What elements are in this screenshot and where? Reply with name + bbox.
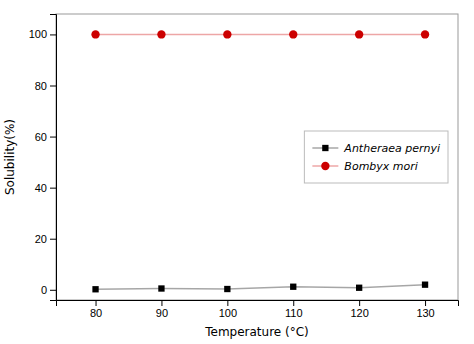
legend-symbol xyxy=(321,162,329,170)
series-line xyxy=(96,285,426,290)
tick-mark xyxy=(161,300,162,306)
tick: 120 xyxy=(350,300,368,319)
tick: 40 xyxy=(35,182,56,194)
x-axis: 80 90 100 110 120 130 xyxy=(57,300,459,319)
y-axis-title: Solubility(%) xyxy=(3,119,17,195)
x-axis-title: Temperature (°C) xyxy=(204,325,309,339)
tick-mark xyxy=(359,300,360,306)
tick-label: 20 xyxy=(35,233,47,245)
tick-label: 120 xyxy=(350,307,368,319)
tick-label: 40 xyxy=(35,182,47,194)
legend-label: Bombyx mori xyxy=(344,160,418,173)
tick: 0 xyxy=(41,284,56,296)
tick-label: 90 xyxy=(156,307,168,319)
tick: 20 xyxy=(35,233,56,245)
tick-label: 100 xyxy=(29,28,47,40)
data-point xyxy=(92,286,98,292)
tick-label: 60 xyxy=(35,131,47,143)
marks xyxy=(91,30,429,292)
tick: 60 xyxy=(35,131,56,143)
tick-mark xyxy=(96,300,97,306)
tick-mark xyxy=(50,34,56,35)
series-line xyxy=(96,34,426,36)
tick-mark xyxy=(227,300,228,306)
data-point xyxy=(158,285,164,291)
tick-mark xyxy=(293,300,294,306)
legend-box xyxy=(304,131,448,183)
axis-line xyxy=(57,301,459,307)
tick: 80 xyxy=(35,80,56,92)
legend-symbol xyxy=(322,145,328,151)
data-point xyxy=(91,30,99,38)
axis-line xyxy=(50,15,57,301)
tick: 100 xyxy=(219,300,237,319)
tick-label: 80 xyxy=(90,307,102,319)
tick: 80 xyxy=(90,300,102,319)
tick-mark xyxy=(50,239,56,240)
legend-label: Antheraea pernyi xyxy=(343,142,440,155)
data-point xyxy=(157,30,165,38)
data-point xyxy=(224,286,230,292)
plot-frame xyxy=(56,14,458,300)
data-point xyxy=(421,30,429,38)
tick: 130 xyxy=(416,300,434,319)
data-point xyxy=(290,284,296,290)
data-point xyxy=(356,285,362,291)
tick-mark xyxy=(50,188,56,189)
plot-area: 80 90 100 110 120 130 0 20 40 60 80 100 Antheraea pe… xyxy=(29,14,459,319)
data-point xyxy=(289,30,297,38)
tick-mark xyxy=(50,290,56,291)
data-point xyxy=(223,30,231,38)
legend: Antheraea pernyi Bombyx mori xyxy=(304,131,448,183)
tick-mark xyxy=(425,300,426,306)
tick-label: 80 xyxy=(35,80,47,92)
tick-label: 110 xyxy=(285,307,303,319)
tick: 110 xyxy=(285,300,303,319)
tick-label: 100 xyxy=(219,307,237,319)
tick: 100 xyxy=(29,28,56,40)
data-point xyxy=(422,282,428,288)
tick-mark xyxy=(50,86,56,87)
chart: 80 90 100 110 120 130 0 20 40 60 80 100 Antheraea pe… xyxy=(0,0,474,344)
data-point xyxy=(355,30,363,38)
tick-mark xyxy=(50,137,56,138)
tick: 90 xyxy=(156,300,168,319)
tick-label: 130 xyxy=(416,307,434,319)
tick-label: 0 xyxy=(41,284,47,296)
y-axis: 0 20 40 60 80 100 xyxy=(29,15,57,301)
